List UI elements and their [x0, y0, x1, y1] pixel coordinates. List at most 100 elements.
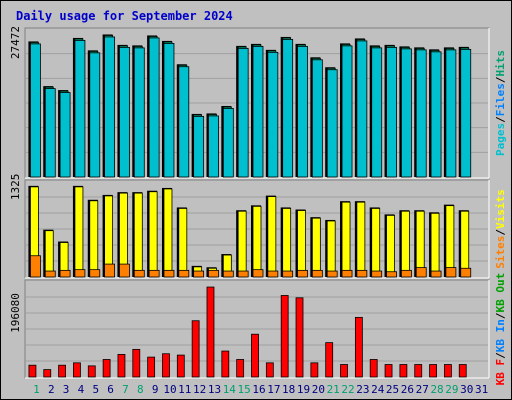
- bar-visits: [400, 210, 410, 278]
- bar-kb-f: [340, 364, 348, 378]
- bar-sites: [297, 269, 308, 278]
- bar-visits: [460, 210, 470, 278]
- x-tick-label: 11: [178, 383, 191, 396]
- bar-visits: [341, 201, 351, 278]
- bar-kb-f: [132, 348, 141, 378]
- bar-kb-f: [117, 354, 126, 378]
- bar-visits: [282, 208, 292, 278]
- side-legend-item: Hits: [494, 50, 507, 77]
- bar-visits: [133, 192, 143, 278]
- bar-kb-f: [429, 364, 437, 378]
- bar-pages: [163, 43, 175, 178]
- x-tick-label: 3: [63, 383, 70, 396]
- bar-pages: [148, 37, 160, 178]
- x-tick-label: 2: [48, 383, 55, 396]
- side-legend-item: Visits: [494, 189, 507, 229]
- bar-kb-f: [354, 316, 363, 378]
- bar-pages: [415, 49, 427, 178]
- x-tick-label: 26: [401, 383, 414, 396]
- x-tick-label: 6: [107, 383, 114, 396]
- bar-pages: [356, 40, 368, 178]
- bar-kb-f: [176, 354, 185, 378]
- bar-sites: [74, 269, 86, 278]
- side-legend-item: /: [494, 116, 507, 123]
- bar-kb-f: [58, 364, 66, 378]
- bar-kb-f: [384, 364, 393, 378]
- bar-visits: [148, 191, 158, 278]
- bar-pages: [371, 47, 383, 178]
- x-tick-label: 9: [152, 383, 159, 396]
- bar-visits: [237, 210, 247, 278]
- side-legend-item: /: [494, 312, 507, 319]
- bar-kb-f: [102, 359, 111, 378]
- x-tick-label: 27: [416, 383, 429, 396]
- bar-pages: [282, 39, 294, 178]
- bar-sites: [104, 263, 116, 278]
- bar-pages: [193, 116, 205, 178]
- bar-sites: [222, 270, 234, 278]
- bar-sites: [148, 269, 160, 278]
- bar-pages: [222, 108, 234, 178]
- bar-kb-f: [369, 359, 378, 378]
- x-tick-label: 10: [163, 383, 176, 396]
- bar-pages: [341, 45, 353, 178]
- x-tick-label: 14: [223, 383, 237, 396]
- bar-sites: [386, 271, 397, 278]
- bar-pages: [400, 48, 412, 178]
- bar-sites: [163, 269, 175, 278]
- bar-kb-f: [295, 297, 304, 378]
- side-legend-item: KB In: [494, 319, 507, 352]
- side-legend-item: KB F: [494, 359, 507, 386]
- bar-sites: [208, 269, 219, 278]
- side-legend-item: Pages: [494, 123, 507, 156]
- chart-panels: 27472Pages/Files/Hits1325Sites/Visits196…: [9, 26, 507, 385]
- bar-pages: [59, 92, 71, 178]
- side-legend: Sites/Visits: [494, 189, 507, 269]
- bar-pages: [297, 45, 308, 178]
- bar-sites: [282, 270, 294, 278]
- bar-pages: [74, 40, 86, 178]
- bar-kb-f: [162, 353, 170, 378]
- side-legend: KB F/KB In/KB Out: [494, 273, 507, 386]
- x-tick-label: 1: [33, 383, 40, 396]
- x-tick-label: 23: [356, 383, 369, 396]
- bar-visits: [89, 200, 99, 278]
- bar-visits: [445, 205, 455, 278]
- x-tick-label: 7: [122, 383, 129, 396]
- bar-pages: [89, 52, 101, 178]
- bar-pages: [133, 47, 145, 178]
- bar-sites: [460, 267, 472, 278]
- bar-kb-f: [280, 295, 289, 378]
- y-tick-label: 1325: [9, 174, 22, 201]
- x-tick-label: 5: [92, 383, 99, 396]
- x-tick-label: 13: [208, 383, 221, 396]
- y-tick-label: 196080: [9, 293, 22, 333]
- x-tick-label: 31: [475, 383, 488, 396]
- bar-visits: [252, 205, 262, 278]
- side-legend-item: /: [494, 352, 507, 359]
- bar-kb-f: [147, 356, 156, 378]
- x-tick-label: 20: [312, 383, 325, 396]
- panel-visits-sites: 1325 Sites/Visits: [9, 174, 507, 279]
- bar-visits: [267, 196, 277, 278]
- x-tick-label: 30: [460, 383, 473, 396]
- bar-kb-f: [458, 364, 467, 378]
- bar-sites: [356, 269, 368, 278]
- bar-kb-f: [310, 362, 319, 378]
- bar-kb-f: [325, 342, 334, 378]
- x-tick-label: 19: [297, 383, 310, 396]
- side-legend-item: /: [494, 76, 507, 83]
- bar-kb-f: [191, 320, 200, 378]
- y-tick-label: 27472: [9, 26, 22, 59]
- side-legend-item: KB Out: [494, 273, 507, 313]
- x-tick-label: 24: [371, 383, 385, 396]
- bar-pages: [326, 69, 338, 178]
- bar-kb-f: [43, 369, 52, 378]
- x-tick-label: 8: [137, 383, 144, 396]
- bar-pages: [208, 115, 219, 178]
- bar-sites: [371, 270, 383, 278]
- bar-pages: [386, 46, 397, 178]
- x-tick-label: 16: [252, 383, 265, 396]
- bar-visits: [74, 186, 84, 278]
